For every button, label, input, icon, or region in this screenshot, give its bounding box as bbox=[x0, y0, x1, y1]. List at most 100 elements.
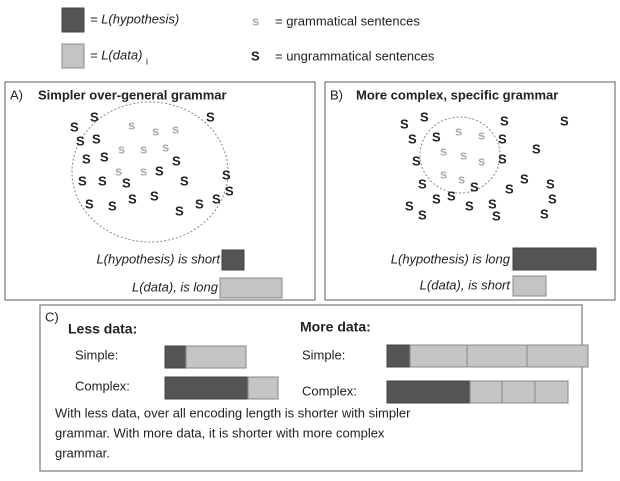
ungrammatical-sentence: S bbox=[470, 179, 479, 194]
legend-grammatical: = grammatical sentences bbox=[275, 13, 420, 28]
hypothesis-bar bbox=[386, 344, 411, 368]
hypothesis-bar bbox=[512, 247, 597, 271]
panel-c bbox=[39, 304, 583, 472]
hypothesis-bar bbox=[164, 376, 249, 400]
grammar-region bbox=[419, 116, 501, 194]
legend-data-swatch bbox=[61, 43, 85, 69]
grammatical-sentence: s bbox=[478, 153, 485, 168]
data-text: L(data), is short bbox=[420, 277, 512, 292]
section-title: More data: bbox=[300, 319, 371, 335]
ungrammatical-sentence: S bbox=[418, 207, 427, 222]
ungrammatical-sentence: S bbox=[222, 167, 231, 182]
ungrammatical-sentence: S bbox=[560, 113, 569, 128]
grammatical-sentence: s bbox=[118, 141, 125, 156]
grammatical-sentence: s bbox=[460, 147, 467, 162]
caption-line: With less data, over all encoding length… bbox=[55, 405, 411, 420]
grammatical-sentence: s bbox=[458, 171, 465, 186]
ungrammatical-sentence: S bbox=[98, 173, 107, 188]
legend-hypothesis: = L(hypothesis) bbox=[90, 11, 179, 26]
ungrammatical-sentence: S bbox=[432, 191, 441, 206]
panel-letter: B) bbox=[330, 87, 343, 102]
ungrammatical-sentence: S bbox=[76, 133, 85, 148]
ungrammatical-sentence: S bbox=[465, 198, 474, 213]
data-bar bbox=[512, 275, 547, 297]
legend-ungrammatical: = ungrammatical sentences bbox=[275, 48, 435, 63]
hypothesis-text: L(hypothesis) is short bbox=[96, 251, 221, 266]
ungrammatical-sentence: S bbox=[532, 141, 541, 156]
ungrammatical-sentence: S bbox=[540, 206, 549, 221]
data-text: L(data), is long bbox=[132, 279, 219, 294]
grammatical-sentence: s bbox=[455, 123, 462, 138]
grammatical-sentence: s bbox=[140, 141, 147, 156]
grammatical-sentence: s bbox=[172, 121, 179, 136]
hypothesis-bar bbox=[221, 249, 245, 271]
caption-line: grammar. bbox=[55, 445, 110, 460]
ungrammatical-sentence: S bbox=[122, 175, 131, 190]
ungrammatical-sentence: S bbox=[447, 188, 456, 203]
ungrammatical-sentence: S bbox=[505, 181, 514, 196]
ungrammatical-sentence: S bbox=[548, 191, 557, 206]
ungrammatical-sentence: S bbox=[225, 183, 234, 198]
grammatical-sentence: s bbox=[140, 163, 147, 178]
ungrammatical-sentence: S bbox=[212, 191, 221, 206]
section-title: Less data: bbox=[68, 321, 137, 337]
ungrammatical-sentence: S bbox=[100, 149, 109, 164]
ungrammatical-sentence: S bbox=[498, 151, 507, 166]
panel-a bbox=[4, 81, 316, 301]
row-label: Complex: bbox=[302, 383, 357, 398]
ungrammatical-sentence: S bbox=[85, 196, 94, 211]
grammatical-sentence: s bbox=[152, 123, 159, 138]
panel-title: More complex, specific grammar bbox=[356, 87, 558, 102]
hypothesis-bar bbox=[386, 380, 471, 404]
ungrammatical-sentence: S bbox=[520, 171, 529, 186]
ungrammatical-sentence: S bbox=[172, 153, 181, 168]
ungrammatical-symbol: S bbox=[251, 48, 260, 63]
ungrammatical-sentence: S bbox=[92, 131, 101, 146]
ungrammatical-sentence: S bbox=[405, 198, 414, 213]
ungrammatical-sentence: S bbox=[408, 131, 417, 146]
grammatical-symbol: s bbox=[252, 13, 259, 28]
ungrammatical-sentence: S bbox=[195, 196, 204, 211]
data-bar bbox=[185, 345, 247, 369]
panel-letter: C) bbox=[45, 309, 59, 324]
data-bar bbox=[501, 380, 536, 404]
data-bar bbox=[247, 376, 279, 400]
data-bar bbox=[534, 380, 569, 404]
panel-b bbox=[324, 81, 616, 301]
ungrammatical-sentence: S bbox=[155, 163, 164, 178]
ungrammatical-sentence: S bbox=[432, 129, 441, 144]
data-bar bbox=[469, 380, 503, 404]
grammatical-sentence: s bbox=[440, 143, 447, 158]
panel-letter: A) bbox=[10, 87, 23, 102]
grammar-region bbox=[71, 101, 229, 243]
grammatical-sentence: s bbox=[162, 139, 169, 154]
ungrammatical-sentence: S bbox=[150, 188, 159, 203]
ungrammatical-sentence: S bbox=[492, 208, 501, 223]
legend-hypothesis-swatch bbox=[61, 7, 85, 33]
caption-line: grammar. With more data, it is shorter w… bbox=[55, 425, 385, 440]
ungrammatical-sentence: S bbox=[418, 176, 427, 191]
hypothesis-text: L(hypothesis) is long bbox=[391, 251, 511, 266]
legend-data: = L(data) bbox=[90, 47, 142, 62]
panel-title: Simpler over-general grammar bbox=[38, 87, 227, 102]
grammatical-sentence: s bbox=[440, 166, 447, 181]
ungrammatical-sentence: S bbox=[412, 153, 421, 168]
grammatical-sentence: s bbox=[478, 127, 485, 142]
ungrammatical-sentence: S bbox=[82, 151, 91, 166]
grammatical-sentence: s bbox=[128, 117, 135, 132]
legend-subscript: i bbox=[146, 56, 148, 66]
row-label: Complex: bbox=[75, 378, 130, 393]
ungrammatical-sentence: S bbox=[420, 109, 429, 124]
hypothesis-bar bbox=[164, 345, 187, 369]
data-bar bbox=[409, 344, 468, 368]
ungrammatical-sentence: S bbox=[546, 176, 555, 191]
row-label: Simple: bbox=[302, 347, 345, 362]
ungrammatical-sentence: S bbox=[70, 119, 79, 134]
ungrammatical-sentence: S bbox=[206, 109, 215, 124]
ungrammatical-sentence: S bbox=[400, 116, 409, 131]
ungrammatical-sentence: S bbox=[108, 198, 117, 213]
ungrammatical-sentence: S bbox=[180, 173, 189, 188]
ungrammatical-sentence: S bbox=[498, 131, 507, 146]
data-bar bbox=[219, 277, 283, 299]
